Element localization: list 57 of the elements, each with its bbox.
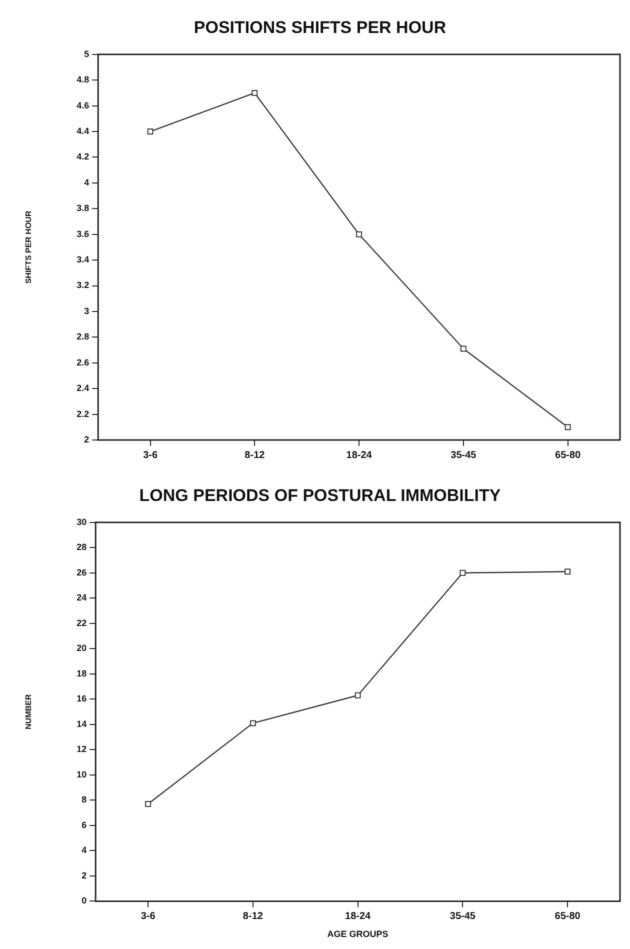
y-tick-label: 4.8 [76, 74, 90, 85]
y-tick-label: 4 [84, 177, 90, 188]
y-tick-label: 4.2 [76, 152, 90, 162]
x-axis-title: AGE GROUPS [327, 929, 388, 940]
point [147, 128, 154, 134]
point [460, 570, 466, 576]
y-tick-label: 20 [76, 643, 87, 654]
y-tick-label: 4.4 [76, 126, 90, 136]
y-tick-label: 2.4 [76, 383, 90, 394]
x-tick-label: 35-45 [450, 450, 477, 461]
y-axis-title: SHIFTS PER HOUR [24, 210, 34, 284]
y-tick-label: 2.6 [76, 357, 90, 368]
x-tick-label: 3-6 [143, 450, 158, 461]
y-tick-label: 22 [76, 618, 87, 628]
chart-title: POSITIONS SHIFTS PER HOUR [194, 18, 446, 37]
y-tick-label: 10 [76, 769, 87, 780]
y-tick-label: 3.6 [76, 228, 90, 239]
chart-title: LONG PERIODS OF POSTURAL IMMOBILITY [139, 486, 502, 505]
x-tick-label: 18-24 [345, 910, 372, 922]
y-tick-label: 14 [76, 718, 87, 729]
point [460, 346, 466, 352]
point [250, 720, 256, 726]
y-tick-label: 12 [76, 744, 87, 754]
point [564, 424, 571, 430]
y-tick-label: 3.2 [76, 280, 90, 290]
x-tick-label: 3-6 [140, 910, 156, 922]
x-tick-label: 8-12 [242, 910, 264, 922]
y-tick-label: 3.8 [76, 203, 90, 214]
point [145, 801, 152, 807]
y-tick-label: 8 [82, 794, 87, 805]
y-tick-label: 16 [76, 694, 87, 704]
point [354, 692, 361, 698]
y-tick-label: 0 [82, 896, 87, 906]
y-tick-label: 30 [76, 516, 87, 527]
y-tick-label: 2 [84, 434, 90, 444]
point [356, 231, 362, 238]
y-tick-label: 26 [76, 567, 87, 578]
y-tick-label: 3 [84, 306, 90, 316]
y-axis-title: NUMBER [24, 694, 34, 730]
y-tick-label: 6 [82, 820, 87, 830]
point [564, 568, 571, 575]
point [252, 90, 258, 96]
x-tick-label: 65-80 [554, 910, 581, 922]
x-tick-label: 18-24 [346, 450, 372, 461]
y-tick-label: 18 [76, 668, 87, 678]
y-tick-label: 5 [84, 48, 90, 59]
y-tick-label: 28 [76, 542, 87, 552]
y-tick-label: 3.4 [76, 254, 90, 265]
y-tick-label: 24 [76, 592, 87, 603]
y-tick-label: 4.6 [76, 100, 90, 110]
x-tick-label: 8-12 [244, 450, 266, 461]
y-tick-label: 2.8 [76, 332, 90, 342]
x-tick-label: 65-80 [555, 450, 582, 461]
y-tick-label: 4 [82, 845, 87, 856]
x-tick-label: 35-45 [450, 910, 476, 922]
y-tick-label: 2 [82, 870, 87, 880]
y-tick-label: 2.2 [76, 408, 90, 419]
